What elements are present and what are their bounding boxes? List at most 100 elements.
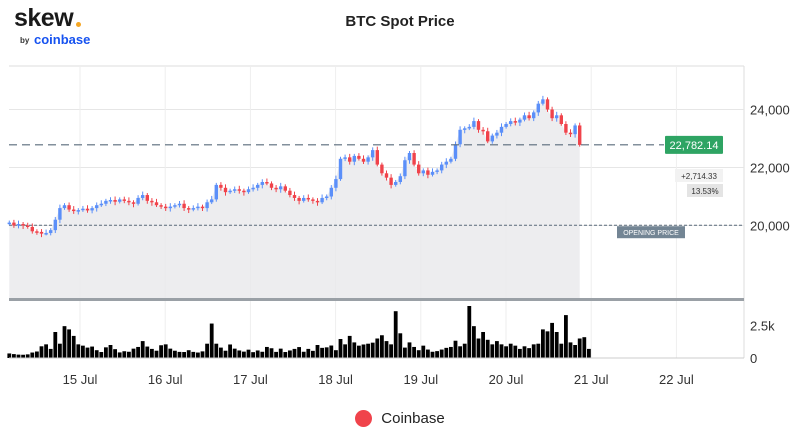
candle [476, 121, 481, 130]
volume-bar [274, 351, 278, 358]
volume-bar [205, 343, 209, 358]
volume-bar [219, 347, 223, 358]
volume-bar [90, 346, 94, 358]
volume-bar [16, 354, 21, 358]
volume-bar [444, 347, 449, 358]
volume-bar [182, 352, 186, 358]
volume-bar [58, 343, 62, 358]
time-tick-label: 19 Jul [403, 372, 438, 387]
candle [430, 171, 435, 175]
volume-bar [541, 329, 545, 358]
candle [16, 224, 21, 226]
volume-bar [458, 346, 462, 358]
candle [76, 210, 80, 212]
volume-bar [131, 348, 136, 358]
candle [136, 197, 140, 204]
volume-bar [568, 342, 573, 358]
volume-bar [265, 346, 269, 358]
volume-bar [384, 341, 389, 358]
volume-bar [30, 352, 35, 358]
volume-bar [389, 344, 393, 358]
price-change-badge [675, 169, 723, 182]
brand-by: by [20, 36, 30, 45]
time-tick-label: 16 Jul [148, 372, 183, 387]
candle [214, 184, 218, 200]
volume-bar [315, 345, 320, 358]
panel-divider [9, 298, 744, 301]
candle [182, 203, 186, 209]
volume-bar [186, 350, 191, 358]
candle [398, 176, 402, 182]
candle [223, 187, 228, 193]
volume-bar [522, 346, 527, 358]
candle [127, 200, 131, 203]
volume-bar [104, 347, 108, 358]
volume-bar [481, 332, 485, 358]
volume-bar [582, 337, 587, 358]
volume-bar [7, 353, 12, 358]
volume-bar [168, 348, 173, 358]
volume-bar [292, 348, 297, 358]
volume-bar [242, 351, 246, 358]
volume-bar [467, 306, 472, 358]
volume-bar [159, 345, 163, 358]
volume-bar [71, 335, 76, 358]
candle [187, 208, 191, 210]
candle [320, 197, 324, 203]
volume-bar [311, 350, 315, 358]
volume-bar [214, 343, 219, 358]
candle [407, 153, 412, 161]
price-change-pct: 13.53% [691, 187, 718, 196]
price-tick-label: 24,000 [750, 103, 790, 118]
volume-bar [334, 350, 338, 358]
volume-bar [527, 348, 531, 358]
candle [26, 225, 30, 227]
volume-bar [361, 344, 366, 358]
price-tick-label: 20,000 [750, 219, 790, 234]
volume-bar [301, 351, 306, 358]
volume-bar [85, 347, 90, 358]
candle [297, 197, 301, 201]
candle [113, 199, 117, 202]
legend[interactable]: Coinbase [0, 410, 800, 427]
volume-bar [587, 348, 591, 358]
candle [449, 158, 453, 162]
volume-bar [449, 346, 453, 358]
candle [578, 125, 582, 145]
candle [21, 224, 25, 226]
candle [131, 202, 136, 204]
volume-bar [324, 347, 329, 358]
volume-bar [99, 352, 104, 358]
candle [555, 115, 559, 119]
volume-bar [232, 348, 237, 358]
candle [338, 158, 343, 180]
volume-bar [370, 342, 375, 358]
volume-bar [108, 345, 113, 358]
volume-bar [53, 332, 58, 358]
volume-bar [545, 331, 550, 358]
volume-bar [375, 338, 380, 358]
volume-bar [550, 322, 554, 358]
volume-bar [426, 349, 430, 358]
candle [90, 208, 94, 211]
volume-bar [237, 350, 242, 358]
candle [311, 199, 315, 201]
volume-bar [251, 352, 255, 358]
volume-bar [320, 347, 324, 358]
candle [173, 205, 177, 207]
volume-bar [499, 344, 504, 358]
volume-bar [62, 326, 67, 358]
opening-price-label: OPENING PRICE [623, 230, 679, 237]
candle [518, 119, 522, 123]
candle [352, 155, 356, 162]
candle [283, 186, 287, 191]
candle [30, 226, 34, 232]
candle [495, 132, 499, 136]
candle [237, 189, 241, 191]
candle [292, 195, 297, 198]
candle [81, 208, 85, 211]
candle [274, 187, 278, 190]
candle [164, 206, 168, 209]
volume-bar [173, 350, 177, 358]
